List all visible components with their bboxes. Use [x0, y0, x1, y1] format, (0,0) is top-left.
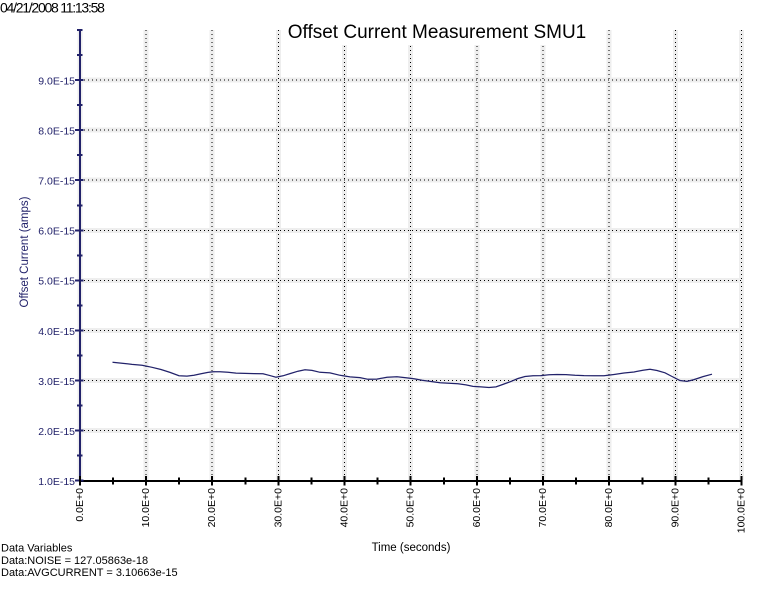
svg-text:10.0E+0: 10.0E+0 — [140, 488, 152, 528]
svg-text:9.0E-15: 9.0E-15 — [38, 75, 75, 87]
svg-text:80.0E+0: 80.0E+0 — [603, 488, 615, 528]
svg-text:1.0E-15: 1.0E-15 — [38, 476, 75, 488]
svg-text:100.0E+0: 100.0E+0 — [736, 488, 748, 533]
svg-text:Offset Current (amps): Offset Current (amps) — [19, 196, 31, 307]
svg-text:3.0E-15: 3.0E-15 — [38, 376, 75, 388]
svg-text:90.0E+0: 90.0E+0 — [669, 488, 681, 528]
svg-text:30.0E+0: 30.0E+0 — [272, 488, 284, 528]
svg-text:20.0E+0: 20.0E+0 — [206, 488, 218, 528]
svg-text:2.0E-15: 2.0E-15 — [38, 426, 75, 438]
svg-text:50.0E+0: 50.0E+0 — [405, 488, 417, 528]
svg-text:6.0E-15: 6.0E-15 — [38, 226, 75, 238]
svg-text:Data:AVGCURRENT = 3.10663e-15: Data:AVGCURRENT = 3.10663e-15 — [1, 567, 178, 579]
svg-text:0.0E+0: 0.0E+0 — [74, 488, 86, 522]
svg-text:40.0E+0: 40.0E+0 — [339, 488, 351, 528]
svg-text:5.0E-15: 5.0E-15 — [38, 276, 75, 288]
svg-text:7.0E-15: 7.0E-15 — [38, 176, 75, 188]
svg-text:60.0E+0: 60.0E+0 — [471, 488, 483, 528]
svg-text:04/21/2008 11:13:58: 04/21/2008 11:13:58 — [0, 0, 105, 16]
svg-text:Data Variables: Data Variables — [1, 543, 73, 555]
svg-text:70.0E+0: 70.0E+0 — [537, 488, 549, 528]
svg-text:8.0E-15: 8.0E-15 — [38, 126, 75, 138]
svg-text:4.0E-15: 4.0E-15 — [38, 326, 75, 338]
svg-text:Time (seconds): Time (seconds) — [372, 542, 451, 554]
svg-text:Offset Current Measurement SMU: Offset Current Measurement SMU1 — [288, 22, 586, 43]
svg-text:Data:NOISE = 127.05863e-18: Data:NOISE = 127.05863e-18 — [1, 555, 148, 567]
